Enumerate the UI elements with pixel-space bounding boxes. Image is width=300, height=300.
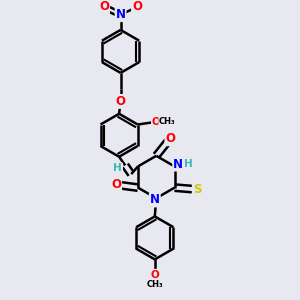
- Text: S: S: [193, 183, 201, 196]
- Text: O: O: [111, 178, 121, 191]
- Text: N: N: [116, 8, 126, 21]
- Text: H: H: [113, 163, 122, 173]
- Text: CH₃: CH₃: [159, 117, 176, 126]
- Text: O: O: [116, 95, 126, 108]
- Text: N: N: [173, 158, 183, 171]
- Text: O: O: [150, 270, 159, 280]
- Text: O: O: [165, 132, 176, 145]
- Text: H: H: [184, 159, 193, 169]
- Text: O: O: [132, 0, 142, 13]
- Text: N: N: [150, 194, 160, 206]
- Text: O: O: [152, 117, 161, 127]
- Text: O: O: [99, 0, 109, 13]
- Text: CH₃: CH₃: [146, 280, 163, 289]
